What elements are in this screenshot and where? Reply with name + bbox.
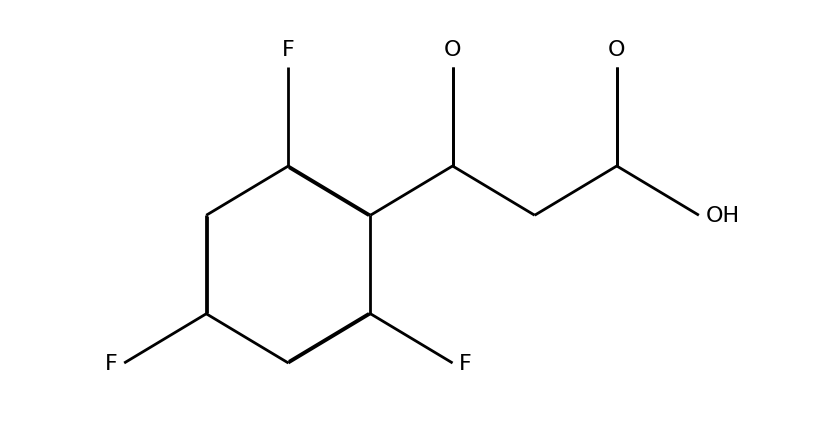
Text: O: O — [444, 40, 461, 60]
Text: F: F — [105, 353, 118, 373]
Text: F: F — [282, 40, 294, 60]
Text: F: F — [460, 353, 472, 373]
Text: OH: OH — [706, 206, 740, 226]
Text: O: O — [608, 40, 626, 60]
